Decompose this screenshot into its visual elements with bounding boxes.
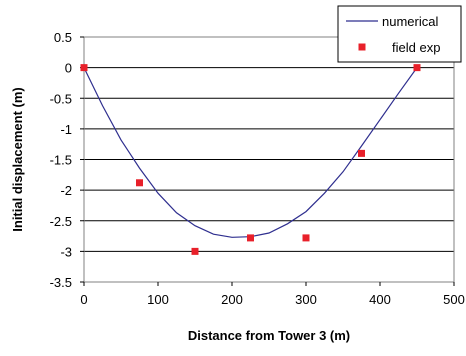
y-tick-label: -1 (60, 122, 72, 137)
x-tick-label: 100 (147, 292, 169, 307)
legend-marker-swatch (359, 44, 366, 51)
x-axis: 0 100 200 300 400 500 (80, 282, 464, 307)
x-tick-label: 0 (80, 292, 87, 307)
y-tick-label: 0.5 (54, 30, 72, 45)
legend: numerical field exp (338, 6, 461, 62)
data-point-field-exp (358, 150, 365, 157)
y-tick-label: -2.5 (50, 214, 72, 229)
grid-lines (84, 37, 454, 282)
data-point-field-exp (136, 179, 143, 186)
x-tick-label: 500 (443, 292, 465, 307)
y-tick-label: -3.5 (50, 275, 72, 290)
y-tick-label: -3 (60, 244, 72, 259)
y-axis: 0.5 0 -0.5 -1 -1.5 -2 -2.5 -3 -3.5 (50, 30, 84, 290)
y-tick-label: -2 (60, 183, 72, 198)
x-axis-title: Distance from Tower 3 (m) (188, 328, 350, 343)
data-point-field-exp (192, 248, 199, 255)
data-point-field-exp (81, 64, 88, 71)
legend-label-field-exp: field exp (392, 40, 440, 55)
data-point-field-exp (247, 234, 254, 241)
y-tick-label: 0 (65, 61, 72, 76)
y-axis-title: Initial displacement (m) (10, 87, 25, 231)
series-line-numerical (84, 68, 417, 238)
y-tick-label: -1.5 (50, 153, 72, 168)
x-tick-label: 400 (369, 292, 391, 307)
x-tick-label: 200 (221, 292, 243, 307)
data-point-field-exp (414, 64, 421, 71)
x-tick-label: 300 (295, 292, 317, 307)
legend-label-numerical: numerical (382, 14, 438, 29)
y-tick-label: -0.5 (50, 91, 72, 106)
data-point-field-exp (303, 234, 310, 241)
